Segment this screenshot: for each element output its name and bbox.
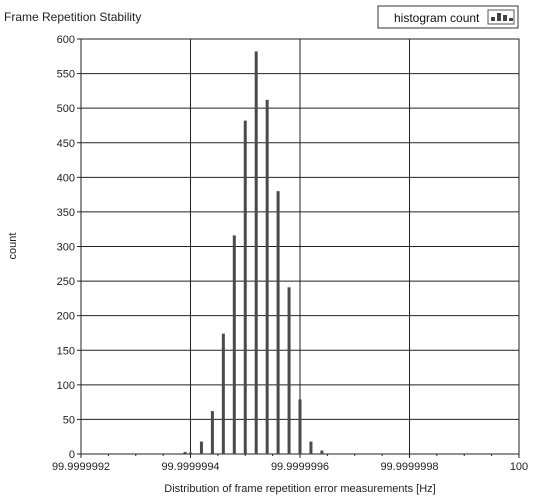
- histogram-bar: [189, 452, 192, 454]
- x-axis-ticks: 99.9999992 99.9999994 99.9999996 99.9999998…: [52, 454, 528, 473]
- y-tick-label: 250: [57, 276, 75, 288]
- y-tick-label: 100: [57, 380, 75, 392]
- histogram-bar: [199, 441, 203, 454]
- histogram-icon: [487, 9, 515, 25]
- x-tick-label: 99.9999998: [380, 461, 438, 473]
- x-tick-label: 99.9999994: [161, 461, 219, 473]
- bar-layer: [183, 51, 324, 454]
- x-tick-label: 99.9999992: [52, 461, 110, 473]
- legend-frame: [377, 5, 519, 29]
- y-tick-label: 0: [69, 449, 75, 461]
- x-tick-label: 99.9999996: [271, 461, 329, 473]
- histogram-bar: [183, 451, 187, 454]
- chart-title: Frame Repetition Stability: [4, 10, 141, 24]
- histogram-bar: [254, 51, 258, 454]
- y-tick-label: 300: [57, 242, 75, 254]
- x-tick-label: 100: [510, 461, 528, 473]
- histogram-bar: [221, 333, 225, 454]
- y-tick-label: 450: [57, 138, 75, 150]
- grid-layer: [81, 39, 519, 454]
- histogram-bar: [298, 399, 302, 454]
- histogram-bar: [243, 120, 247, 454]
- y-tick-label: 350: [57, 207, 75, 219]
- y-tick-label: 550: [57, 69, 75, 81]
- y-axis-label: count: [7, 233, 19, 260]
- legend: histogram count: [377, 5, 519, 29]
- legend-entry-histogram-count: histogram count: [394, 11, 480, 25]
- y-tick-label: 50: [63, 414, 75, 426]
- y-tick-label: 200: [57, 311, 75, 323]
- histogram-bar: [276, 191, 280, 454]
- histogram-bar: [309, 441, 313, 454]
- histogram-bar: [320, 450, 324, 454]
- histogram-bar: [287, 287, 291, 454]
- x-axis-label: Distribution of frame repetition error m…: [164, 483, 435, 495]
- histogram-bar: [232, 235, 236, 454]
- y-axis-ticks: 0 50 100 150 200 250 300 350 400 450 500 550 600: [57, 34, 81, 461]
- y-tick-label: 150: [57, 345, 75, 357]
- y-tick-label: 600: [57, 34, 75, 46]
- y-tick-label: 400: [57, 172, 75, 184]
- histogram-bar: [265, 99, 269, 454]
- histogram-bar: [210, 411, 214, 454]
- y-tick-label: 500: [57, 103, 75, 115]
